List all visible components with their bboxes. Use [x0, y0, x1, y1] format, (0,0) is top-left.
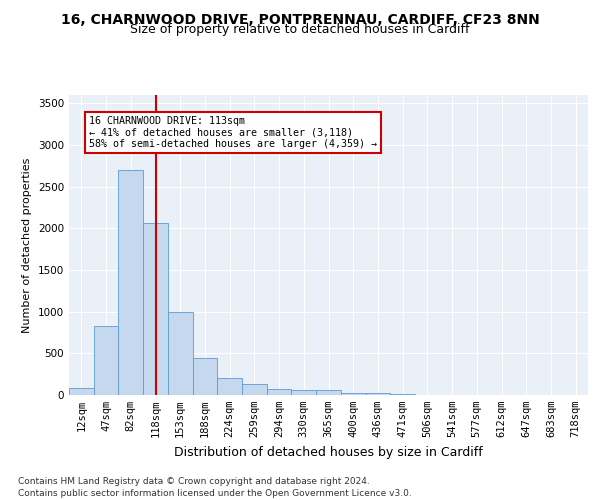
Bar: [341, 392, 365, 395]
Bar: [365, 393, 390, 395]
Bar: [168, 312, 193, 395]
Text: Contains HM Land Registry data © Crown copyright and database right 2024.
Contai: Contains HM Land Registry data © Crown c…: [18, 476, 412, 498]
Bar: [390, 394, 415, 395]
Text: 16 CHARNWOOD DRIVE: 113sqm
← 41% of detached houses are smaller (3,118)
58% of s: 16 CHARNWOOD DRIVE: 113sqm ← 41% of deta…: [89, 116, 377, 149]
Bar: [316, 390, 341, 395]
Bar: [267, 388, 292, 395]
Bar: [143, 224, 168, 395]
Bar: [292, 390, 316, 395]
X-axis label: Distribution of detached houses by size in Cardiff: Distribution of detached houses by size …: [174, 446, 483, 458]
Bar: [242, 384, 267, 395]
Y-axis label: Number of detached properties: Number of detached properties: [22, 158, 32, 332]
Bar: [193, 358, 217, 395]
Bar: [118, 170, 143, 395]
Text: Size of property relative to detached houses in Cardiff: Size of property relative to detached ho…: [130, 22, 470, 36]
Bar: [217, 378, 242, 395]
Bar: [69, 388, 94, 395]
Bar: [94, 326, 118, 395]
Text: 16, CHARNWOOD DRIVE, PONTPRENNAU, CARDIFF, CF23 8NN: 16, CHARNWOOD DRIVE, PONTPRENNAU, CARDIF…: [61, 12, 539, 26]
